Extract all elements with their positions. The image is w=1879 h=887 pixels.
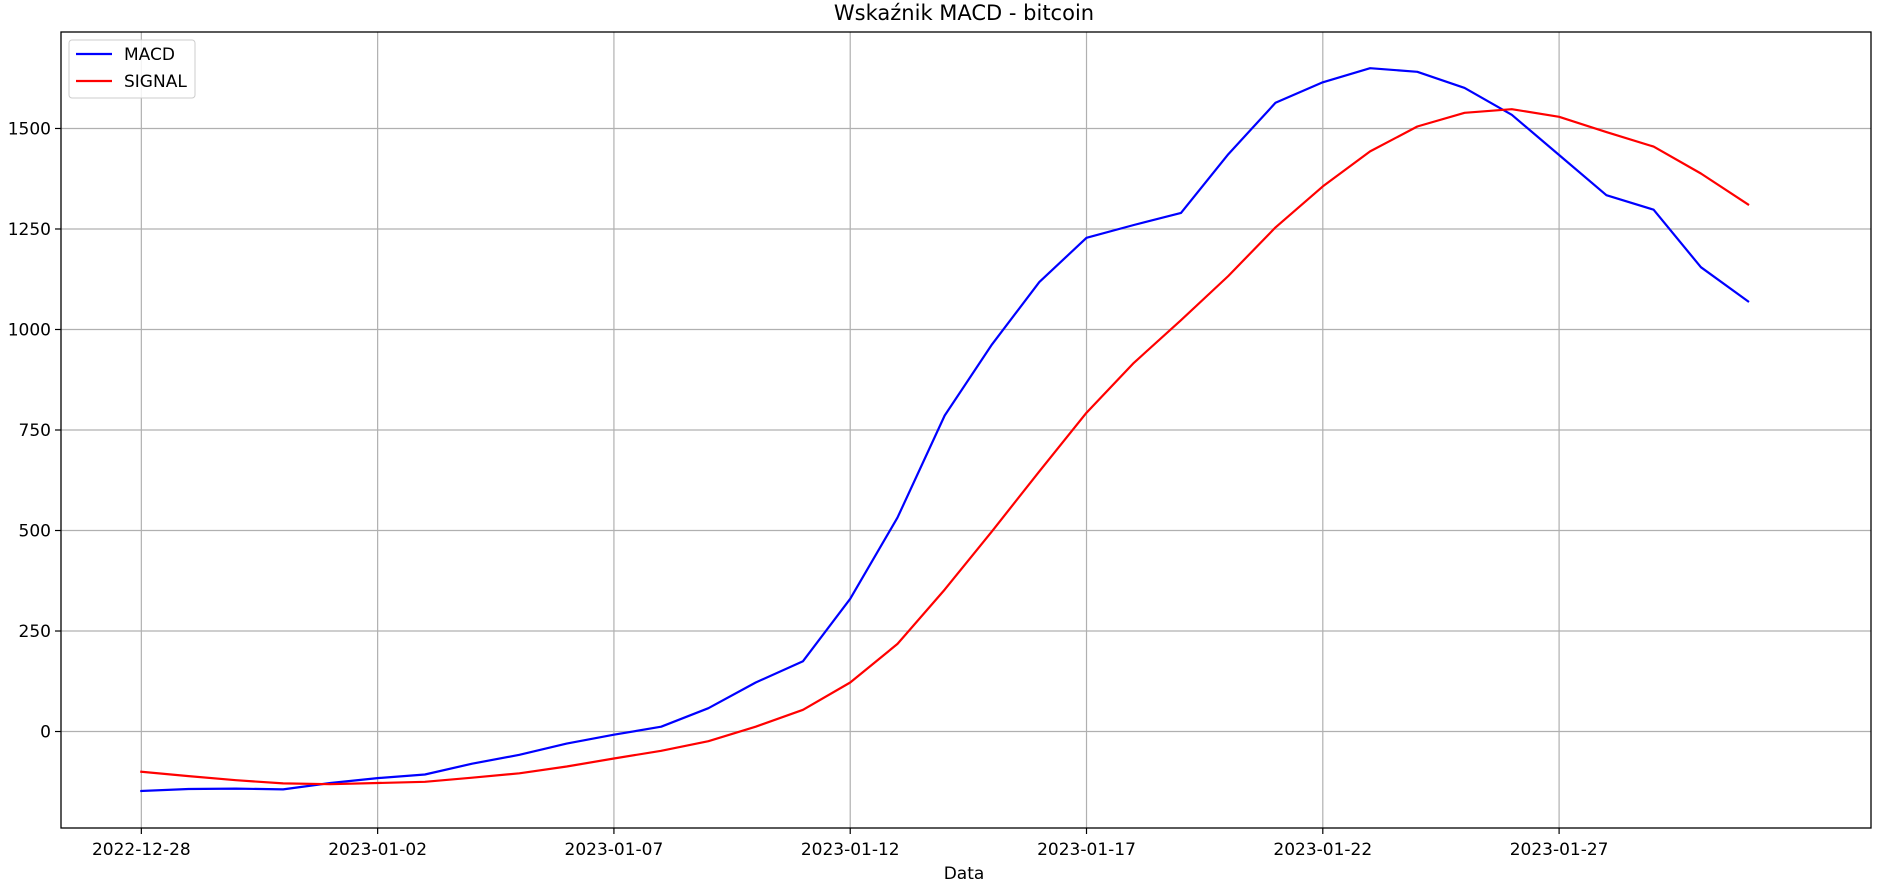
x-tick-label: 2023-01-27 <box>1510 840 1609 860</box>
x-tick-label: 2022-12-28 <box>92 840 191 860</box>
x-axis-ticks: 2022-12-28 2023-01-02 2023-01-07 2023-01-12… <box>92 828 1609 860</box>
x-tick-label: 2023-01-12 <box>801 840 900 860</box>
x-axis-label: Data <box>944 864 985 884</box>
y-tick-label: 250 <box>19 622 51 642</box>
x-tick-label: 2023-01-07 <box>565 840 664 860</box>
grid <box>61 32 1871 828</box>
y-tick-label: 1250 <box>8 220 51 240</box>
y-tick-label: 1000 <box>8 320 51 340</box>
y-tick-label: 0 <box>40 723 51 743</box>
y-tick-label: 500 <box>19 522 51 542</box>
legend-label-macd: MACD <box>124 45 175 65</box>
x-tick-label: 2023-01-22 <box>1273 840 1372 860</box>
chart-title: Wskaźnik MACD - bitcoin <box>834 1 1094 25</box>
legend-label-signal: SIGNAL <box>124 72 187 92</box>
series-line-macd <box>140 67 1750 793</box>
legend: MACD SIGNAL <box>68 39 196 99</box>
plot-area-frame <box>60 31 1872 829</box>
x-tick-label: 2023-01-02 <box>328 840 427 860</box>
y-tick-label: 750 <box>19 421 51 441</box>
y-tick-label: 1500 <box>8 119 51 139</box>
series-lines <box>140 67 1750 793</box>
series-line-signal <box>140 108 1750 786</box>
x-tick-label: 2023-01-17 <box>1037 840 1136 860</box>
y-axis-ticks: 0 250 500 750 1000 1250 1500 <box>8 119 61 743</box>
